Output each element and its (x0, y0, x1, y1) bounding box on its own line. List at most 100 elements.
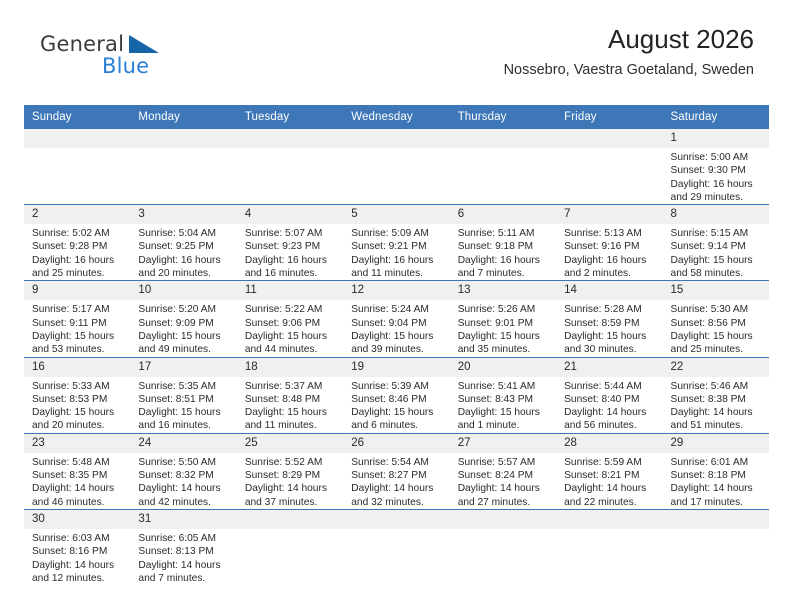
day-sunrise-line: Sunrise: 5:22 AM (244, 304, 323, 316)
day-daylight-line: Daylight: 15 hours (351, 330, 434, 342)
calendar-cell-day[interactable]: 31 Sunrise: 6:05 AM Sunset: 8:13 PM Dayligh… (130, 508, 237, 586)
day-sunset-line: Sunset: 8:24 PM (457, 470, 534, 482)
day-sunset-line: Sunset: 9:16 PM (564, 241, 640, 253)
calendar-cell-day[interactable]: 8 Sunrise: 5:15 AM Sunset: 9:14 PM Daylight… (662, 204, 769, 281)
blue-flag-icon (129, 35, 159, 53)
day-details: Sunrise: 5:46 AM Sunset: 8:38 PM Daylight:… (663, 377, 769, 433)
day-details: Sunrise: 5:48 AM Sunset: 8:35 PM Daylight:… (24, 453, 130, 509)
day-daylight-line: Daylight: 14 hours (138, 559, 221, 571)
calendar-cell-day[interactable]: 24 Sunrise: 5:50 AM Sunset: 8:32 PM Dayligh… (130, 432, 237, 510)
day-daylight-line: Daylight: 14 hours (457, 483, 540, 495)
day-daylight-line: and 16 minutes. (244, 268, 318, 280)
calendar-cell-day[interactable]: 19 Sunrise: 5:39 AM Sunset: 8:46 PM Dayligh… (343, 356, 450, 434)
calendar-cell-day[interactable]: 13 Sunrise: 5:26 AM Sunset: 9:01 PM Dayligh… (449, 280, 557, 358)
day-sunset-line: Sunset: 8:32 PM (138, 470, 214, 482)
day-number: 15 (662, 281, 769, 301)
day-sunrise-line: Sunrise: 5:24 AM (351, 304, 429, 316)
day-daylight-line: Daylight: 14 hours (670, 407, 753, 419)
calendar-cell-day[interactable]: 23 Sunrise: 5:48 AM Sunset: 8:35 PM Dayligh… (24, 432, 131, 510)
day-sunrise-line: Sunrise: 5:13 AM (564, 228, 642, 240)
calendar-cell-day[interactable]: 5 Sunrise: 5:09 AM Sunset: 9:21 PM Daylight… (343, 204, 450, 281)
day-daylight-line: and 35 minutes. (457, 344, 531, 356)
calendar-cell-day[interactable]: 18 Sunrise: 5:37 AM Sunset: 8:48 PM Dayligh… (236, 356, 344, 434)
day-number (343, 509, 450, 529)
day-number (236, 129, 344, 148)
day-daylight-line: and 11 minutes. (351, 268, 424, 280)
day-sunset-line: Sunset: 9:04 PM (351, 317, 427, 329)
calendar-cell-day[interactable]: 9 Sunrise: 5:17 AM Sunset: 9:11 PM Daylight… (24, 280, 131, 358)
day-daylight-line: and 25 minutes. (32, 268, 105, 280)
calendar-cell-day[interactable]: 21 Sunrise: 5:44 AM Sunset: 8:40 PM Dayligh… (556, 356, 663, 434)
day-details: Sunrise: 5:07 AM Sunset: 9:23 PM Daylight:… (237, 224, 343, 280)
calendar-cell-day[interactable]: 14 Sunrise: 5:28 AM Sunset: 8:59 PM Dayligh… (556, 280, 663, 358)
calendar-cell-empty (343, 129, 450, 205)
calendar-cell-day[interactable]: 7 Sunrise: 5:13 AM Sunset: 9:16 PM Daylight… (556, 204, 663, 281)
day-sunrise-line: Sunrise: 5:15 AM (670, 228, 749, 240)
calendar-cell-day[interactable]: 25 Sunrise: 5:52 AM Sunset: 8:29 PM Dayligh… (236, 432, 344, 510)
calendar-cell-day[interactable]: 30 Sunrise: 6:03 AM Sunset: 8:16 PM Dayligh… (24, 508, 131, 586)
page-header: General Blue August 2026 Nossebro, Vaest… (24, 22, 768, 98)
calendar-cell-day[interactable]: 26 Sunrise: 5:54 AM Sunset: 8:27 PM Dayligh… (343, 432, 450, 510)
calendar-cell-day[interactable]: 20 Sunrise: 5:41 AM Sunset: 8:43 PM Dayligh… (449, 356, 557, 434)
day-sunrise-line: Sunrise: 5:35 AM (138, 380, 217, 392)
day-sunrise-line: Sunrise: 5:41 AM (457, 380, 536, 392)
calendar-head: Sunday Monday Tuesday Wednesday Thursday… (24, 105, 769, 129)
day-daylight-line: Daylight: 15 hours (244, 330, 327, 342)
day-sunrise-line: Sunrise: 5:44 AM (564, 380, 642, 392)
calendar-cell-day[interactable]: 11 Sunrise: 5:22 AM Sunset: 9:06 PM Dayligh… (236, 280, 344, 358)
brand-name-blue: Blue (102, 54, 150, 78)
day-daylight-line: Daylight: 15 hours (670, 330, 753, 342)
weekday-header-sunday: Sunday (24, 105, 131, 129)
day-sunset-line: Sunset: 8:18 PM (670, 470, 746, 482)
calendar-cell-day[interactable]: 15 Sunrise: 5:30 AM Sunset: 8:56 PM Dayligh… (662, 280, 769, 358)
day-daylight-line: Daylight: 14 hours (138, 483, 221, 495)
day-number: 12 (343, 281, 450, 301)
day-number: 26 (343, 433, 450, 453)
calendar-cell-day[interactable]: 27 Sunrise: 5:57 AM Sunset: 8:24 PM Dayligh… (449, 432, 557, 510)
day-daylight-line: and 30 minutes. (564, 344, 637, 356)
calendar-cell-day[interactable]: 22 Sunrise: 5:46 AM Sunset: 8:38 PM Dayligh… (662, 356, 769, 434)
day-sunset-line: Sunset: 8:59 PM (564, 317, 640, 329)
calendar-cell-day[interactable]: 3 Sunrise: 5:04 AM Sunset: 9:25 PM Daylight… (130, 204, 237, 281)
calendar-cell-day[interactable]: 28 Sunrise: 5:59 AM Sunset: 8:21 PM Dayligh… (556, 432, 663, 510)
calendar-cell-day[interactable]: 4 Sunrise: 5:07 AM Sunset: 9:23 PM Daylight… (236, 204, 344, 281)
weekday-header-saturday: Saturday (662, 105, 769, 129)
day-number: 8 (662, 205, 769, 225)
day-number: 13 (449, 281, 557, 301)
day-details: Sunrise: 5:54 AM Sunset: 8:27 PM Daylight:… (343, 453, 449, 509)
day-sunrise-line: Sunrise: 5:28 AM (564, 304, 642, 316)
brand-logo[interactable]: General Blue (40, 32, 230, 90)
day-daylight-line: Daylight: 15 hours (351, 407, 434, 419)
calendar-cell-empty (662, 508, 769, 586)
day-sunset-line: Sunset: 8:38 PM (670, 393, 746, 405)
day-sunset-line: Sunset: 8:43 PM (457, 393, 534, 405)
calendar-cell-day[interactable]: 1 Sunrise: 5:00 AM Sunset: 9:30 PM Daylight… (662, 129, 769, 205)
day-daylight-line: and 58 minutes. (670, 268, 744, 280)
calendar-cell-day[interactable]: 10 Sunrise: 5:20 AM Sunset: 9:09 PM Dayligh… (130, 280, 237, 358)
day-daylight-line: and 53 minutes. (32, 344, 105, 356)
day-sunset-line: Sunset: 8:51 PM (138, 393, 214, 405)
calendar-cell-empty (236, 508, 344, 586)
day-details: Sunrise: 5:24 AM Sunset: 9:04 PM Daylight:… (343, 300, 449, 356)
calendar-body: 1 Sunrise: 5:00 AM Sunset: 9:30 PM Daylight… (24, 129, 769, 586)
calendar-cell-day[interactable]: 16 Sunrise: 5:33 AM Sunset: 8:53 PM Dayligh… (24, 356, 131, 434)
day-sunset-line: Sunset: 9:28 PM (32, 241, 108, 253)
day-daylight-line: Daylight: 14 hours (244, 483, 327, 495)
calendar-cell-empty (449, 129, 557, 205)
calendar-cell-day[interactable]: 17 Sunrise: 5:35 AM Sunset: 8:51 PM Dayligh… (130, 356, 237, 434)
day-details: Sunrise: 5:20 AM Sunset: 9:09 PM Daylight:… (130, 300, 236, 356)
day-daylight-line: Daylight: 14 hours (564, 407, 647, 419)
day-daylight-line: Daylight: 16 hours (351, 254, 434, 266)
day-number: 23 (24, 433, 131, 453)
calendar-cell-day[interactable]: 29 Sunrise: 6:01 AM Sunset: 8:18 PM Dayligh… (662, 432, 769, 510)
day-sunrise-line: Sunrise: 5:26 AM (457, 304, 536, 316)
day-details: Sunrise: 5:04 AM Sunset: 9:25 PM Daylight:… (130, 224, 236, 280)
calendar-cell-day[interactable]: 12 Sunrise: 5:24 AM Sunset: 9:04 PM Dayligh… (343, 280, 450, 358)
weekday-header-row: Sunday Monday Tuesday Wednesday Thursday… (24, 105, 769, 129)
day-daylight-line: and 32 minutes. (351, 496, 424, 508)
day-sunset-line: Sunset: 9:23 PM (244, 241, 321, 253)
calendar-week-row: 30 Sunrise: 6:03 AM Sunset: 8:16 PM Dayligh… (24, 508, 769, 586)
calendar-cell-day[interactable]: 6 Sunrise: 5:11 AM Sunset: 9:18 PM Daylight… (449, 204, 557, 281)
calendar-cell-day[interactable]: 2 Sunrise: 5:02 AM Sunset: 9:28 PM Daylight… (24, 204, 131, 281)
day-daylight-line: and 22 minutes. (564, 496, 637, 508)
